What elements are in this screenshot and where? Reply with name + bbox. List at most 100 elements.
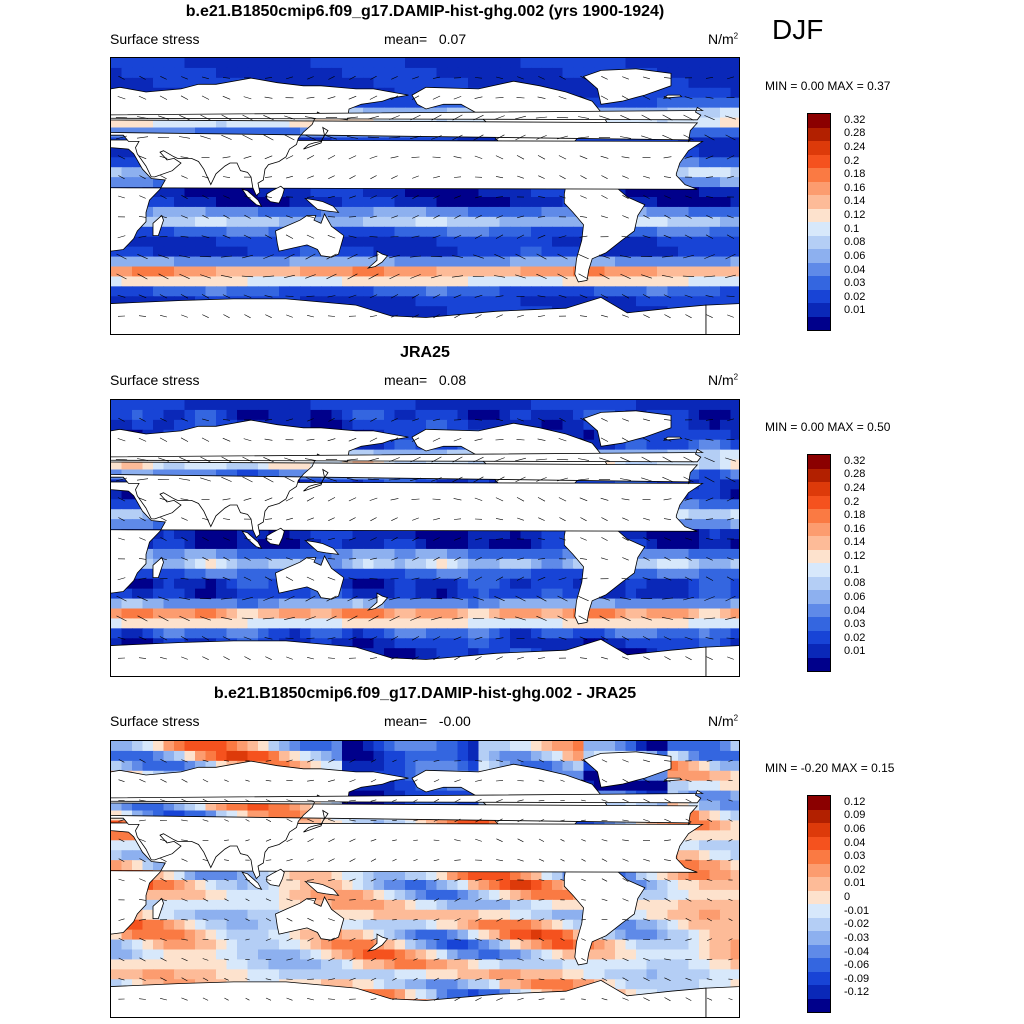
field-cell (268, 588, 280, 600)
field-cell (363, 296, 375, 307)
stress-vector (244, 314, 251, 319)
field-cell (142, 618, 154, 629)
field-cell (373, 539, 385, 550)
stress-vector (515, 115, 526, 120)
field-cell (678, 58, 690, 69)
field-cell (730, 97, 739, 109)
stress-vector (391, 557, 398, 561)
field-cell (111, 741, 123, 752)
stress-vector (663, 636, 672, 641)
landmass-newZealand (366, 250, 389, 269)
field-cell (216, 266, 228, 278)
stress-vector (264, 96, 273, 99)
colorbar-swatch (808, 576, 830, 590)
field-cell (415, 419, 427, 431)
field-cell (730, 67, 739, 79)
field-cell (657, 741, 669, 752)
stress-vector (116, 477, 127, 482)
field-cell (195, 266, 207, 278)
field-cell (667, 529, 679, 540)
field-cell (436, 750, 448, 762)
field-cell (562, 236, 574, 248)
field-cell (667, 226, 679, 238)
stress-vector (181, 76, 188, 80)
field-cell (594, 286, 606, 297)
field-cell (195, 236, 207, 248)
field-cell (121, 400, 133, 411)
colorbar-tick-label: 0.14 (844, 195, 866, 208)
field-cell (720, 97, 732, 109)
field-cell (720, 459, 732, 471)
landmass-greenland (582, 68, 672, 105)
field-cell (342, 77, 354, 89)
field-cell (510, 266, 522, 278)
field-cell (531, 529, 543, 540)
field-cell (121, 588, 133, 600)
field-cell (457, 296, 469, 307)
stress-vector (180, 636, 189, 641)
field-cell (562, 246, 574, 258)
field-cell (615, 439, 627, 451)
landmass-greenland (582, 410, 672, 447)
field-cell (205, 246, 217, 258)
field-cell (709, 429, 721, 441)
field-cell (258, 568, 270, 580)
field-cell (289, 187, 301, 198)
field-cell (720, 578, 732, 590)
field-cell (562, 77, 574, 89)
field-cell (132, 58, 144, 69)
field-cell (615, 276, 627, 287)
stress-vector (559, 195, 566, 199)
stress-vector (684, 155, 693, 159)
field-cell (415, 266, 427, 278)
stress-vector (263, 134, 274, 141)
field-cell (384, 197, 396, 208)
field-cell (279, 618, 291, 629)
field-cell (331, 539, 343, 550)
field-cell (111, 276, 123, 287)
field-cell (531, 226, 543, 238)
stress-vector (538, 196, 545, 198)
stress-vector (244, 195, 251, 199)
field-cell (121, 741, 133, 752)
field-cell (583, 67, 595, 79)
field-cell (709, 588, 721, 600)
field-cell (699, 276, 711, 287)
field-cell (184, 197, 196, 208)
field-cell (499, 266, 511, 278)
field-cell (667, 419, 679, 431)
field-cell (436, 67, 448, 79)
field-cell (499, 216, 511, 228)
field-cell (520, 276, 532, 287)
stress-vector (115, 117, 128, 119)
field-cell (636, 529, 648, 540)
stress-vector (158, 615, 169, 622)
field-cell (699, 750, 711, 762)
field-cell (489, 77, 501, 89)
field-cell (111, 499, 123, 510)
field-cell (667, 578, 679, 590)
field-cell (730, 216, 739, 228)
field-cell (174, 750, 186, 762)
field-cell (636, 266, 648, 278)
stress-vector (158, 596, 169, 601)
field-cell (258, 400, 270, 411)
stress-vector (264, 637, 273, 640)
field-cell (394, 780, 406, 792)
field-cell (457, 266, 469, 278)
field-cell (730, 638, 739, 649)
field-cell (520, 618, 532, 629)
field-cell (657, 429, 669, 441)
stress-vector (579, 95, 588, 100)
stress-vector (222, 234, 231, 239)
stress-vector (558, 438, 567, 442)
field-cell (132, 598, 144, 610)
field-cell (237, 236, 249, 248)
field-cell (468, 608, 480, 620)
field-cell (573, 429, 585, 441)
stress-vector (412, 314, 419, 318)
stress-vector (326, 595, 337, 602)
stress-vector (664, 556, 671, 561)
field-cell (720, 489, 732, 500)
field-cell (132, 638, 144, 649)
